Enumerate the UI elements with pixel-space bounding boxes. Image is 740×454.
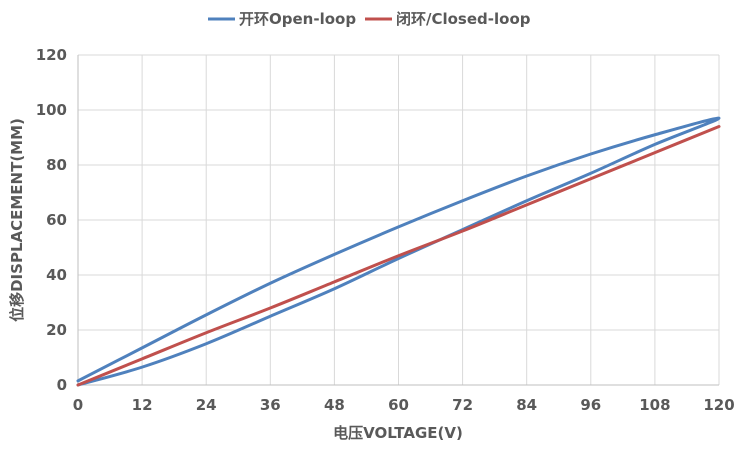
x-tick-label: 24 [196, 396, 217, 414]
y-tick-labels: 0 20 40 60 80 100 120 [36, 46, 67, 394]
series-lines [76, 116, 721, 387]
series-line-open-loop [76, 116, 721, 387]
y-tick-label: 80 [46, 156, 67, 174]
legend-label: 闭环/Closed-loop [396, 10, 531, 28]
x-tick-label: 120 [703, 396, 734, 414]
y-axis-title: 位移DISPLACEMENT(MM) [8, 118, 26, 322]
legend: 开环Open-loop 闭环/Closed-loop [208, 10, 531, 28]
y-tick-label: 0 [57, 376, 67, 394]
y-tick-label: 120 [36, 46, 67, 64]
x-tick-label: 84 [516, 396, 537, 414]
y-tick-label: 40 [46, 266, 67, 284]
x-tick-label: 60 [388, 396, 409, 414]
y-tick-label: 100 [36, 101, 67, 119]
series-line-closed-loop [76, 125, 721, 387]
gridlines [77, 54, 720, 386]
x-tick-labels: 0 12 24 36 48 60 72 84 96 108 120 [73, 396, 735, 414]
x-tick-label: 72 [452, 396, 473, 414]
x-tick-label: 96 [580, 396, 601, 414]
y-tick-label: 20 [46, 321, 67, 339]
legend-label: 开环Open-loop [239, 10, 356, 28]
x-tick-label: 108 [639, 396, 670, 414]
x-tick-label: 0 [73, 396, 83, 414]
x-tick-label: 48 [324, 396, 345, 414]
x-axis-title: 电压VOLTAGE(V) [333, 424, 463, 442]
y-tick-label: 60 [46, 211, 67, 229]
x-tick-label: 12 [132, 396, 153, 414]
x-tick-label: 36 [260, 396, 281, 414]
